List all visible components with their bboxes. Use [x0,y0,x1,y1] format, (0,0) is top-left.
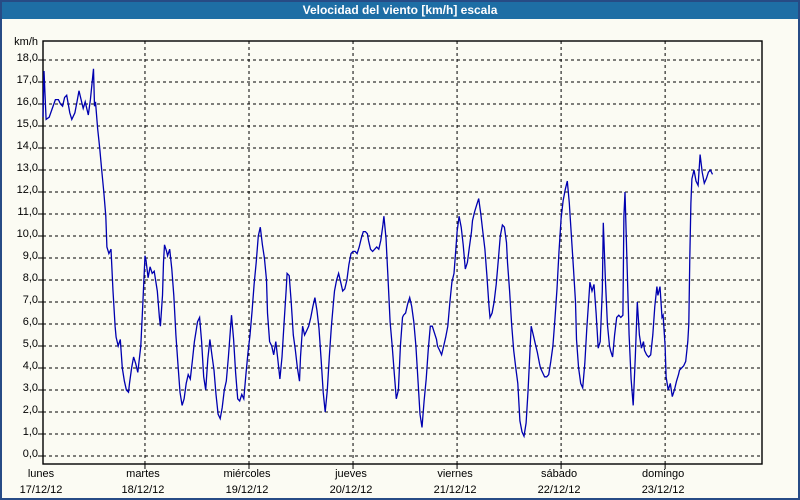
y-tick-label: 0,0 [22,448,38,460]
y-tick-label: 4,0 [22,360,38,372]
chart-title: Velocidad del viento [km/h] escala [302,3,498,17]
y-tick-label: 1,0 [22,426,38,438]
x-tick-day-label: martes [126,468,160,480]
y-tick-label: 12,0 [16,184,38,196]
y-tick-label: 18,0 [16,52,38,64]
x-tick-day-label: sábado [541,468,578,480]
x-tick-date-label: 19/12/12 [225,484,269,496]
y-axis-unit-label: km/h [14,36,38,48]
x-tick-day-label: domingo [642,468,685,480]
x-tick-day-label: jueves [335,468,367,480]
chart-title-bar: Velocidad del viento [km/h] escala [2,2,798,19]
y-tick-label: 5,0 [22,338,38,350]
y-tick-label: 10,0 [16,228,38,240]
x-tick-day-label: lunes [27,468,55,480]
plot-svg [38,40,763,469]
x-tick-date-label: 17/12/12 [19,484,63,496]
y-tick-label: 14,0 [16,140,38,152]
y-tick-label: 17,0 [16,74,38,86]
y-tick-label: 6,0 [22,316,38,328]
x-tick-date-label: 23/12/12 [641,484,685,496]
x-tick-date-label: 18/12/12 [121,484,165,496]
y-tick-label: 11,0 [17,206,38,218]
x-tick-day-label: viernes [437,468,473,480]
y-tick-label: 9,0 [22,250,38,262]
wind-speed-line [42,68,714,439]
y-tick-label: 15,0 [16,118,38,130]
y-tick-label: 8,0 [22,272,38,284]
x-tick-date-label: 20/12/12 [329,484,373,496]
y-tick-label: 3,0 [22,382,38,394]
y-tick-label: 7,0 [22,294,38,306]
y-tick-label: 13,0 [16,162,38,174]
plot-frame [42,40,763,465]
x-tick-day-label: miércoles [223,468,271,480]
y-tick-label: 16,0 [16,96,38,108]
y-tick-label: 2,0 [22,404,38,416]
x-tick-date-label: 22/12/12 [537,484,581,496]
x-tick-date-label: 21/12/12 [433,484,477,496]
